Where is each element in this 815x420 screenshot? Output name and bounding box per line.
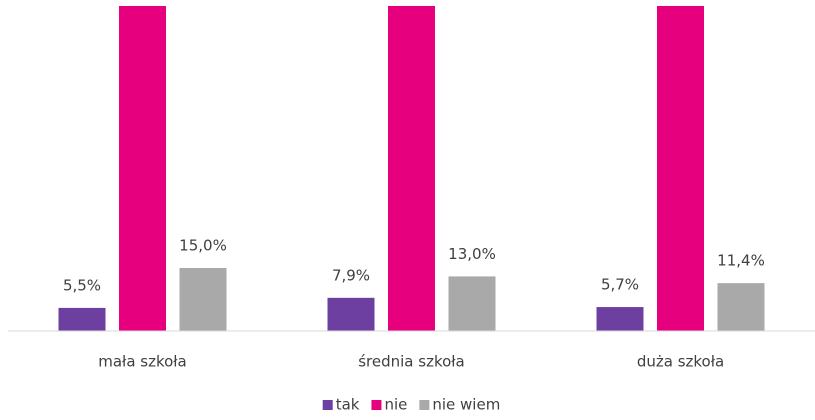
x-tick-label: średnia szkoła bbox=[358, 353, 465, 371]
legend-swatch bbox=[322, 400, 333, 410]
legend-swatch bbox=[371, 400, 382, 410]
data-label: 5,5% bbox=[63, 276, 101, 294]
data-label: 7,9% bbox=[332, 266, 370, 284]
data-label: 13,0% bbox=[448, 245, 496, 263]
legend-label: nie wiem bbox=[432, 396, 500, 414]
bar bbox=[119, 6, 166, 332]
bar bbox=[596, 307, 644, 331]
bar bbox=[327, 297, 375, 331]
x-tick-label: duża szkoła bbox=[637, 353, 724, 371]
bar bbox=[657, 6, 704, 331]
x-tick-label: mała szkoła bbox=[98, 353, 187, 371]
bar bbox=[448, 276, 496, 331]
legend: tak nie nie wiem bbox=[322, 396, 500, 414]
plot-area bbox=[58, 6, 765, 332]
legend-label: nie bbox=[384, 396, 407, 414]
bar bbox=[388, 6, 435, 332]
data-label: 11,4% bbox=[717, 252, 765, 270]
legend-label: tak bbox=[336, 396, 360, 414]
data-label: 5,7% bbox=[601, 276, 639, 294]
data-label: 15,0% bbox=[179, 237, 227, 255]
bar bbox=[717, 283, 765, 331]
legend-swatch bbox=[419, 400, 430, 410]
bar bbox=[58, 307, 106, 331]
bar bbox=[179, 268, 227, 331]
